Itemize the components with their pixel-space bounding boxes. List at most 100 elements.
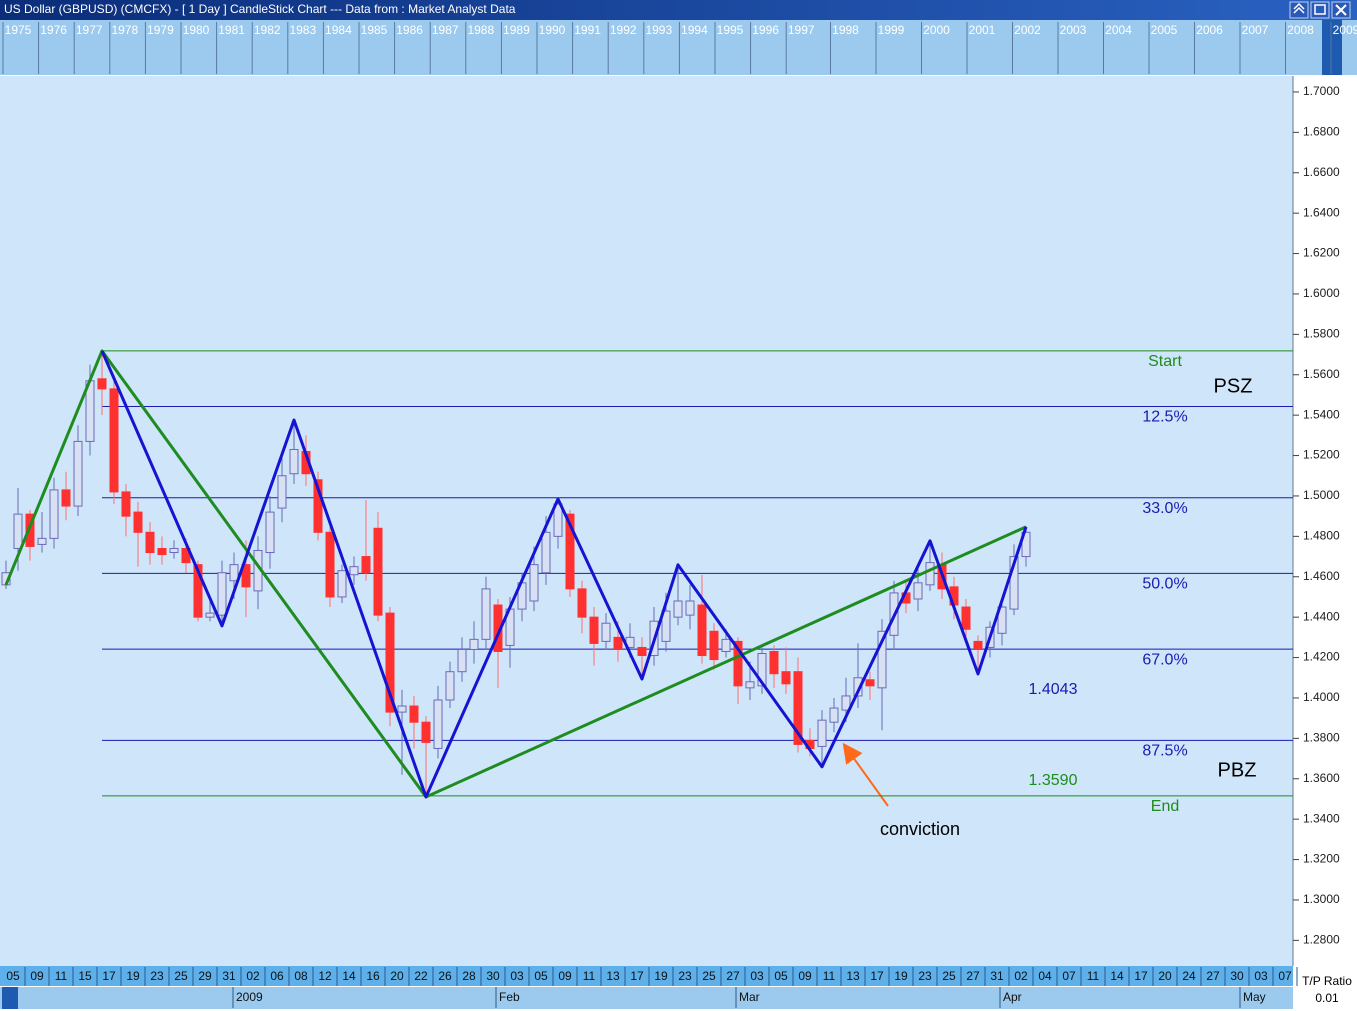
candle-body <box>445 671 455 701</box>
level-label: 67.0% <box>1142 651 1187 668</box>
y-tick-label: 1.5600 <box>1303 367 1340 381</box>
candle-body <box>601 622 611 642</box>
y-tick-label: 1.4800 <box>1303 529 1340 543</box>
x-tick-label: 23 <box>918 969 932 983</box>
x-tick-label: 24 <box>1182 969 1196 983</box>
x-tick-label: 16 <box>366 969 380 983</box>
candle-body <box>313 479 323 533</box>
overview-year: 2001 <box>969 23 996 37</box>
overview-year: 1985 <box>361 23 388 37</box>
candle-body <box>361 556 371 574</box>
x-tick-label: 06 <box>270 969 284 983</box>
trend-line <box>4 349 1027 799</box>
candle-body <box>229 564 239 582</box>
candle-body <box>73 440 83 507</box>
y-tick-label: 1.4400 <box>1303 609 1340 623</box>
overview-year: 1983 <box>289 23 316 37</box>
candle-body <box>1021 531 1031 558</box>
candle-body <box>613 636 623 650</box>
scroll-thumb[interactable] <box>2 987 18 1009</box>
overview-year: 2004 <box>1105 23 1132 37</box>
y-tick-label: 1.3600 <box>1303 771 1340 785</box>
annotation: 1.4043 <box>1029 681 1078 698</box>
x-tick-label: 03 <box>1254 969 1268 983</box>
zigzag-line <box>100 350 1028 799</box>
overview-window[interactable] <box>1322 20 1342 75</box>
candle-body <box>541 531 551 574</box>
candle-body <box>265 511 275 554</box>
candle-body <box>457 648 467 673</box>
y-tick-label: 1.4000 <box>1303 690 1340 704</box>
candle-body <box>289 448 299 475</box>
overview-year: 1994 <box>681 23 708 37</box>
x-tick-label: 27 <box>726 969 740 983</box>
x-tick-label: 20 <box>1158 969 1172 983</box>
overview-year: 1991 <box>574 23 601 37</box>
overview-year: 1980 <box>183 23 210 37</box>
month-label: 2009 <box>236 990 263 1004</box>
plot-area <box>0 76 1293 966</box>
x-tick-label: 31 <box>990 969 1004 983</box>
x-tick-label: 09 <box>30 969 44 983</box>
y-tick-label: 1.6800 <box>1303 125 1340 139</box>
candle-body <box>721 638 731 652</box>
x-tick-label: 19 <box>894 969 908 983</box>
y-tick-label: 1.3200 <box>1303 852 1340 866</box>
candle-body <box>577 588 587 618</box>
overview-year: 2003 <box>1060 23 1087 37</box>
x-tick-label: 04 <box>1038 969 1052 983</box>
month-label: May <box>1243 990 1266 1004</box>
candle-body <box>961 606 971 630</box>
candle-body <box>409 705 419 723</box>
x-tick-label: 25 <box>174 969 188 983</box>
x-tick-label: 05 <box>6 969 20 983</box>
x-tick-label: 15 <box>78 969 92 983</box>
candle-body <box>193 564 203 618</box>
x-tick-label: 23 <box>678 969 692 983</box>
y-tick-label: 1.3400 <box>1303 811 1340 825</box>
overview-strip <box>0 20 1357 75</box>
candle-body <box>877 630 887 689</box>
candle-body <box>145 531 155 554</box>
x-tick-label: 12 <box>318 969 332 983</box>
x-tick-label: 05 <box>774 969 788 983</box>
overview-year: 2002 <box>1014 23 1041 37</box>
overview-year: 1986 <box>396 23 423 37</box>
candle-body <box>745 681 755 689</box>
candle-body <box>865 679 875 687</box>
candle-body <box>925 562 935 586</box>
candle-body <box>121 491 131 517</box>
candle-body <box>673 600 683 618</box>
overview-year: 1977 <box>76 23 103 37</box>
ratio-label: T/P Ratio <box>1302 974 1352 988</box>
x-tick-label: 30 <box>1230 969 1244 983</box>
window-buttons[interactable] <box>1289 1 1351 19</box>
x-tick-label: 11 <box>823 969 836 983</box>
x-tick-label: 20 <box>390 969 404 983</box>
x-tick-label: 25 <box>942 969 956 983</box>
window-title: US Dollar (GBPUSD) (CMCFX) - [ 1 Day ] C… <box>4 2 516 16</box>
day-axis <box>0 966 1293 986</box>
ratio-value: 0.01 <box>1315 991 1339 1005</box>
x-tick-label: 03 <box>510 969 524 983</box>
month-label: Apr <box>1003 990 1022 1004</box>
x-tick-label: 11 <box>583 969 596 983</box>
candle-body <box>973 640 983 650</box>
y-tick-label: 1.5000 <box>1303 488 1340 502</box>
level-label: Start <box>1148 353 1182 370</box>
candle-body <box>529 564 539 602</box>
annotation: PBZ <box>1218 759 1257 781</box>
candle-body <box>769 650 779 675</box>
x-tick-label: 31 <box>222 969 236 983</box>
overview-year: 1997 <box>788 23 815 37</box>
candle-body <box>997 606 1007 634</box>
x-tick-label: 13 <box>606 969 620 983</box>
overview-year: 1998 <box>832 23 859 37</box>
annotation: PSZ <box>1214 375 1253 397</box>
x-tick-label: 09 <box>558 969 572 983</box>
overview-year: 1982 <box>254 23 281 37</box>
candle-body <box>481 588 491 640</box>
candle-body <box>793 671 803 745</box>
overview-year: 1988 <box>467 23 494 37</box>
